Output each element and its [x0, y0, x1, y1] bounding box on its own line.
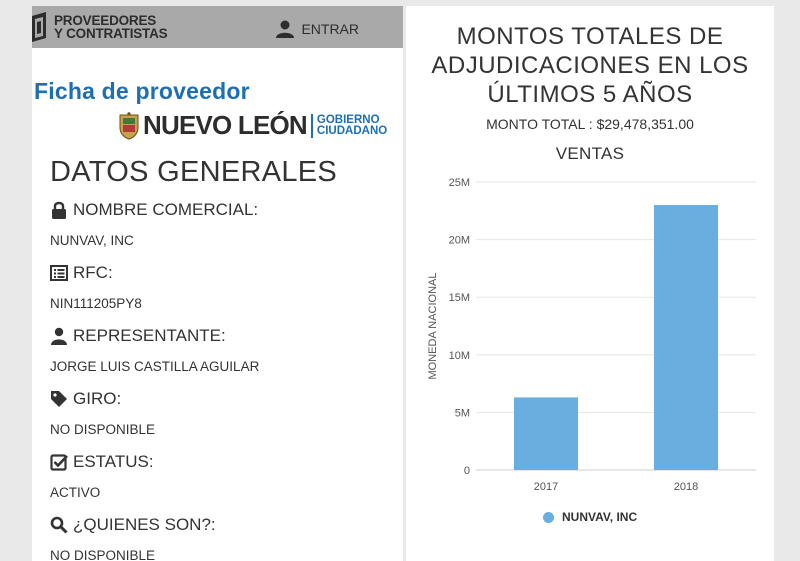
chart-title-line-3: ÚLTIMOS 5 AÑOS — [487, 81, 693, 108]
field-label-text: ESTATUS: — [73, 452, 154, 471]
chart-title-line-2: ADJUDICACIONES EN LOS — [431, 52, 749, 79]
bar-2018 — [654, 205, 718, 471]
y-tick-label: 25M — [449, 177, 470, 189]
list-icon — [50, 265, 68, 281]
government-name: NUEVO LEÓN — [143, 110, 308, 140]
field-label-representante: REPRESENTANTE: — [50, 326, 226, 346]
bar-chart: 0 5M 10M 15M 20M 25M MONEDA NACIONAL 2017 2018 — [427, 177, 756, 493]
field-label-rfc: RFC: — [50, 263, 113, 283]
field-label-text: NOMBRE COMERCIAL: — [73, 200, 259, 219]
person-icon — [51, 327, 67, 345]
government-logo: NUEVO LEÓN GOBIERNO CIUDADANO — [118, 110, 387, 141]
tagline-line-1: GOBIERNO — [316, 113, 380, 126]
field-label-text: ¿QUIENES SON?: — [73, 515, 216, 534]
y-tick-label: 0 — [464, 465, 470, 477]
y-tick-label: 20M — [449, 235, 470, 247]
bar-2017 — [514, 397, 578, 470]
field-label-quienes-son: ¿QUIENES SON?: — [50, 515, 216, 535]
field-value-rfc: NIN111205PY8 — [50, 296, 142, 311]
chart-subtitle: VENTAS — [555, 144, 625, 163]
chart-title: MONTOS TOTALES DE ADJUDICACIONES EN LOS … — [406, 22, 774, 109]
field-value-representante: JORGE LUIS CASTILLA AGUILAR — [50, 359, 260, 374]
lock-icon — [52, 201, 66, 219]
government-tagline: GOBIERNO CIUDADANO — [316, 113, 388, 137]
x-tick-label: 2017 — [534, 481, 558, 493]
field-label-text: RFC: — [73, 263, 113, 282]
y-tick-label: 10M — [449, 350, 470, 362]
brand-text: PROVEEDORES Y CONTRATISTAS — [54, 13, 168, 41]
legend-swatch — [543, 511, 554, 523]
field-value-nombre-comercial: NUNVAV, INC — [50, 233, 134, 248]
brand-logo[interactable]: PROVEEDORES Y CONTRATISTAS — [32, 12, 168, 42]
chart-title-line-1: MONTOS TOTALES DE — [456, 23, 724, 50]
total-amount: MONTO TOTAL : $29,478,351.00 — [486, 116, 694, 132]
chart-legend[interactable]: NUNVAV, INC — [543, 510, 637, 524]
login-button[interactable]: ENTRAR — [275, 20, 359, 38]
checkbox-icon — [50, 454, 68, 471]
y-tick-label: 5M — [455, 407, 470, 419]
brand-mark-icon — [32, 12, 46, 42]
brand-line-2: Y CONTRATISTAS — [54, 26, 168, 41]
field-value-estatus: ACTIVO — [50, 485, 101, 500]
field-label-estatus: ESTATUS: — [50, 452, 154, 472]
page-title: Ficha de proveedor — [34, 78, 250, 104]
login-label: ENTRAR — [301, 21, 359, 37]
x-tick-label: 2018 — [674, 481, 698, 493]
tag-icon — [51, 391, 67, 407]
field-label-nombre-comercial: NOMBRE COMERCIAL: — [50, 200, 258, 220]
y-tick-label: 15M — [449, 292, 470, 304]
user-icon — [276, 20, 295, 38]
provider-panel: PROVEEDORES Y CONTRATISTAS ENTRAR Ficha … — [32, 6, 403, 561]
field-value-quienes-son: NO DISPONIBLE — [50, 548, 156, 561]
field-label-text: GIRO: — [73, 389, 122, 408]
logo-divider — [310, 113, 313, 138]
state-seal-icon — [119, 111, 139, 140]
section-title: DATOS GENERALES — [50, 156, 338, 188]
field-label-text: REPRESENTANTE: — [73, 326, 226, 345]
chart-panel: MONTOS TOTALES DE ADJUDICACIONES EN LOS … — [406, 6, 774, 561]
brand-line-1: PROVEEDORES — [54, 13, 157, 28]
search-icon — [50, 516, 68, 534]
legend-label: NUNVAV, INC — [562, 510, 638, 524]
field-value-giro: NO DISPONIBLE — [50, 422, 156, 437]
top-navbar: PROVEEDORES Y CONTRATISTAS ENTRAR — [32, 6, 403, 48]
y-axis-label: MONEDA NACIONAL — [427, 273, 439, 380]
field-label-giro: GIRO: — [50, 389, 121, 409]
tagline-line-2: CIUDADANO — [316, 124, 388, 137]
